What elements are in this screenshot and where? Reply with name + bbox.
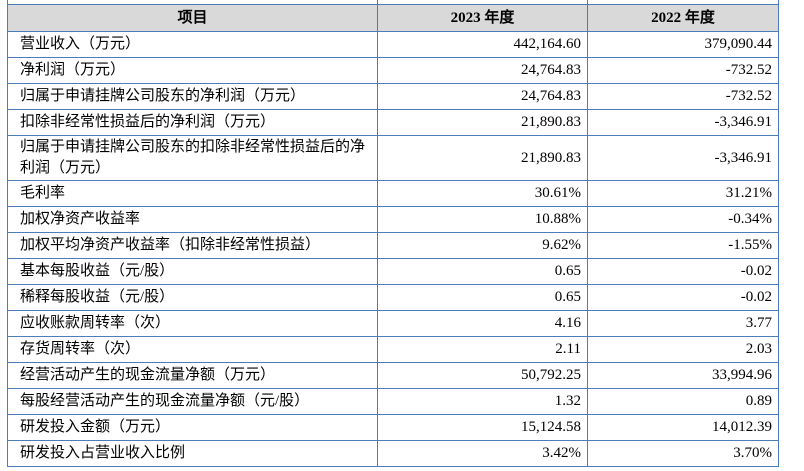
row-label: 营业收入（万元）: [7, 31, 378, 58]
row-label: 应收账款周转率（次）: [7, 310, 378, 337]
value-2023: 0.65: [377, 284, 588, 311]
row-label: 归属于申请挂牌公司股东的净利润（万元）: [7, 83, 378, 110]
column-header-2023: 2023 年度: [377, 4, 588, 32]
row-label: 每股经营活动产生的现金流量净额（元/股）: [7, 388, 378, 415]
value-2023: 1.32: [377, 388, 588, 415]
column-header-2022: 2022 年度: [587, 4, 779, 32]
table-row: 存货周转率（次） 2.11 2.03: [7, 336, 779, 363]
row-label: 基本每股收益（元/股）: [7, 258, 378, 285]
value-2022: 379,090.44: [587, 31, 779, 58]
column-header-item: 项目: [7, 4, 378, 32]
financial-metrics-table: 项目 2023 年度 2022 年度 营业收入（万元） 442,164.60 3…: [7, 0, 779, 467]
row-label: 毛利率: [7, 180, 378, 207]
row-label: 加权平均净资产收益率（扣除非经常性损益）: [7, 232, 378, 259]
value-2022: -0.02: [587, 258, 779, 285]
table-row: 毛利率 30.61% 31.21%: [7, 180, 779, 207]
value-2023: 21,890.83: [377, 135, 588, 181]
value-2022: 33,994.96: [587, 362, 779, 389]
value-2022: 14,012.39: [587, 414, 779, 441]
value-2023: 0.65: [377, 258, 588, 285]
value-2023: 3.42%: [377, 440, 588, 467]
row-label: 扣除非经常性损益后的净利润（万元）: [7, 109, 378, 136]
table-row: 应收账款周转率（次） 4.16 3.77: [7, 310, 779, 337]
value-2022: -3,346.91: [587, 109, 779, 136]
table-row: 扣除非经常性损益后的净利润（万元） 21,890.83 -3,346.91: [7, 109, 779, 136]
value-2022: 2.03: [587, 336, 779, 363]
table-row: 稀释每股收益（元/股） 0.65 -0.02: [7, 284, 779, 311]
value-2023: 24,764.83: [377, 57, 588, 84]
value-2022: -0.02: [587, 284, 779, 311]
value-2023: 30.61%: [377, 180, 588, 207]
value-2023: 24,764.83: [377, 83, 588, 110]
value-2022: -0.34%: [587, 206, 779, 233]
value-2023: 21,890.83: [377, 109, 588, 136]
row-label: 归属于申请挂牌公司股东的扣除非经常性损益后的净利润（万元）: [7, 135, 378, 181]
table-row: 加权平均净资产收益率（扣除非经常性损益） 9.62% -1.55%: [7, 232, 779, 259]
table-row: 营业收入（万元） 442,164.60 379,090.44: [7, 31, 779, 58]
table-row: 基本每股收益（元/股） 0.65 -0.02: [7, 258, 779, 285]
row-label: 存货周转率（次）: [7, 336, 378, 363]
value-2023: 15,124.58: [377, 414, 588, 441]
table-row: 研发投入金额（万元） 15,124.58 14,012.39: [7, 414, 779, 441]
value-2022: 0.89: [587, 388, 779, 415]
value-2022: 31.21%: [587, 180, 779, 207]
value-2023: 4.16: [377, 310, 588, 337]
value-2022: -1.55%: [587, 232, 779, 259]
table-row: 研发投入占营业收入比例 3.42% 3.70%: [7, 440, 779, 467]
value-2022: -732.52: [587, 57, 779, 84]
value-2023: 10.88%: [377, 206, 588, 233]
value-2022: 3.70%: [587, 440, 779, 467]
row-label: 稀释每股收益（元/股）: [7, 284, 378, 311]
table-row: 归属于申请挂牌公司股东的扣除非经常性损益后的净利润（万元） 21,890.83 …: [7, 135, 779, 181]
table-row: 加权净资产收益率 10.88% -0.34%: [7, 206, 779, 233]
row-label: 研发投入占营业收入比例: [7, 440, 378, 467]
table-row: 每股经营活动产生的现金流量净额（元/股） 1.32 0.89: [7, 388, 779, 415]
value-2022: 3.77: [587, 310, 779, 337]
table-row: 归属于申请挂牌公司股东的净利润（万元） 24,764.83 -732.52: [7, 83, 779, 110]
row-label: 加权净资产收益率: [7, 206, 378, 233]
value-2023: 442,164.60: [377, 31, 588, 58]
row-label: 净利润（万元）: [7, 57, 378, 84]
row-label: 研发投入金额（万元）: [7, 414, 378, 441]
value-2022: -3,346.91: [587, 135, 779, 181]
value-2022: -732.52: [587, 83, 779, 110]
value-2023: 50,792.25: [377, 362, 588, 389]
table-row: 经营活动产生的现金流量净额（万元） 50,792.25 33,994.96: [7, 362, 779, 389]
value-2023: 9.62%: [377, 232, 588, 259]
value-2023: 2.11: [377, 336, 588, 363]
table-header-row: 项目 2023 年度 2022 年度: [7, 4, 779, 32]
table-row: 净利润（万元） 24,764.83 -732.52: [7, 57, 779, 84]
row-label: 经营活动产生的现金流量净额（万元）: [7, 362, 378, 389]
